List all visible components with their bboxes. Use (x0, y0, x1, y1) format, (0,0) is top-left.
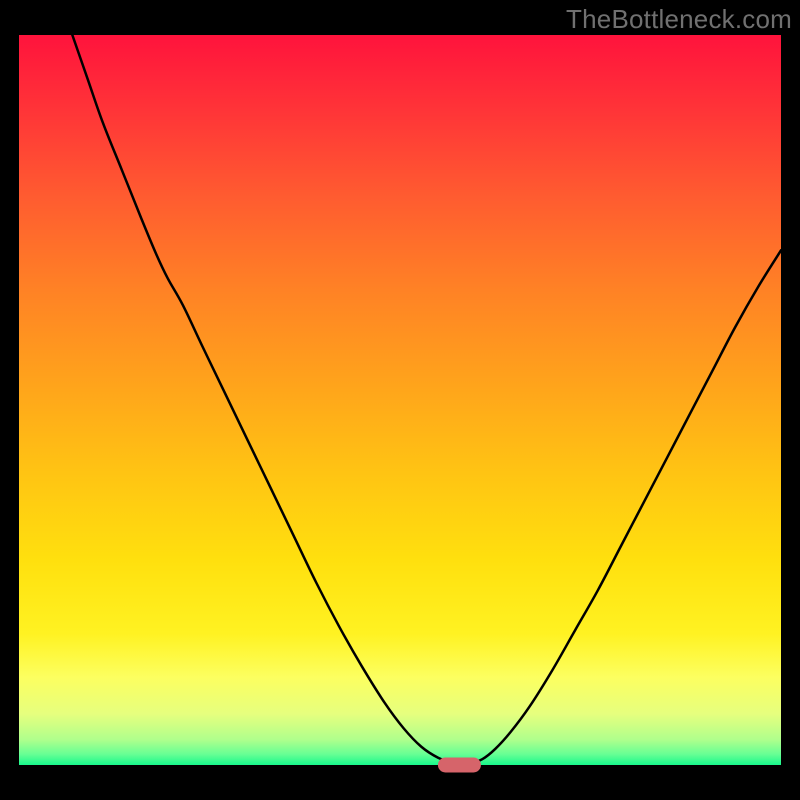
watermark-text: TheBottleneck.com (566, 4, 792, 35)
bottleneck-chart (0, 0, 800, 800)
chart-frame: TheBottleneck.com (0, 0, 800, 800)
optimum-marker (438, 758, 480, 772)
plot-background (19, 35, 781, 765)
